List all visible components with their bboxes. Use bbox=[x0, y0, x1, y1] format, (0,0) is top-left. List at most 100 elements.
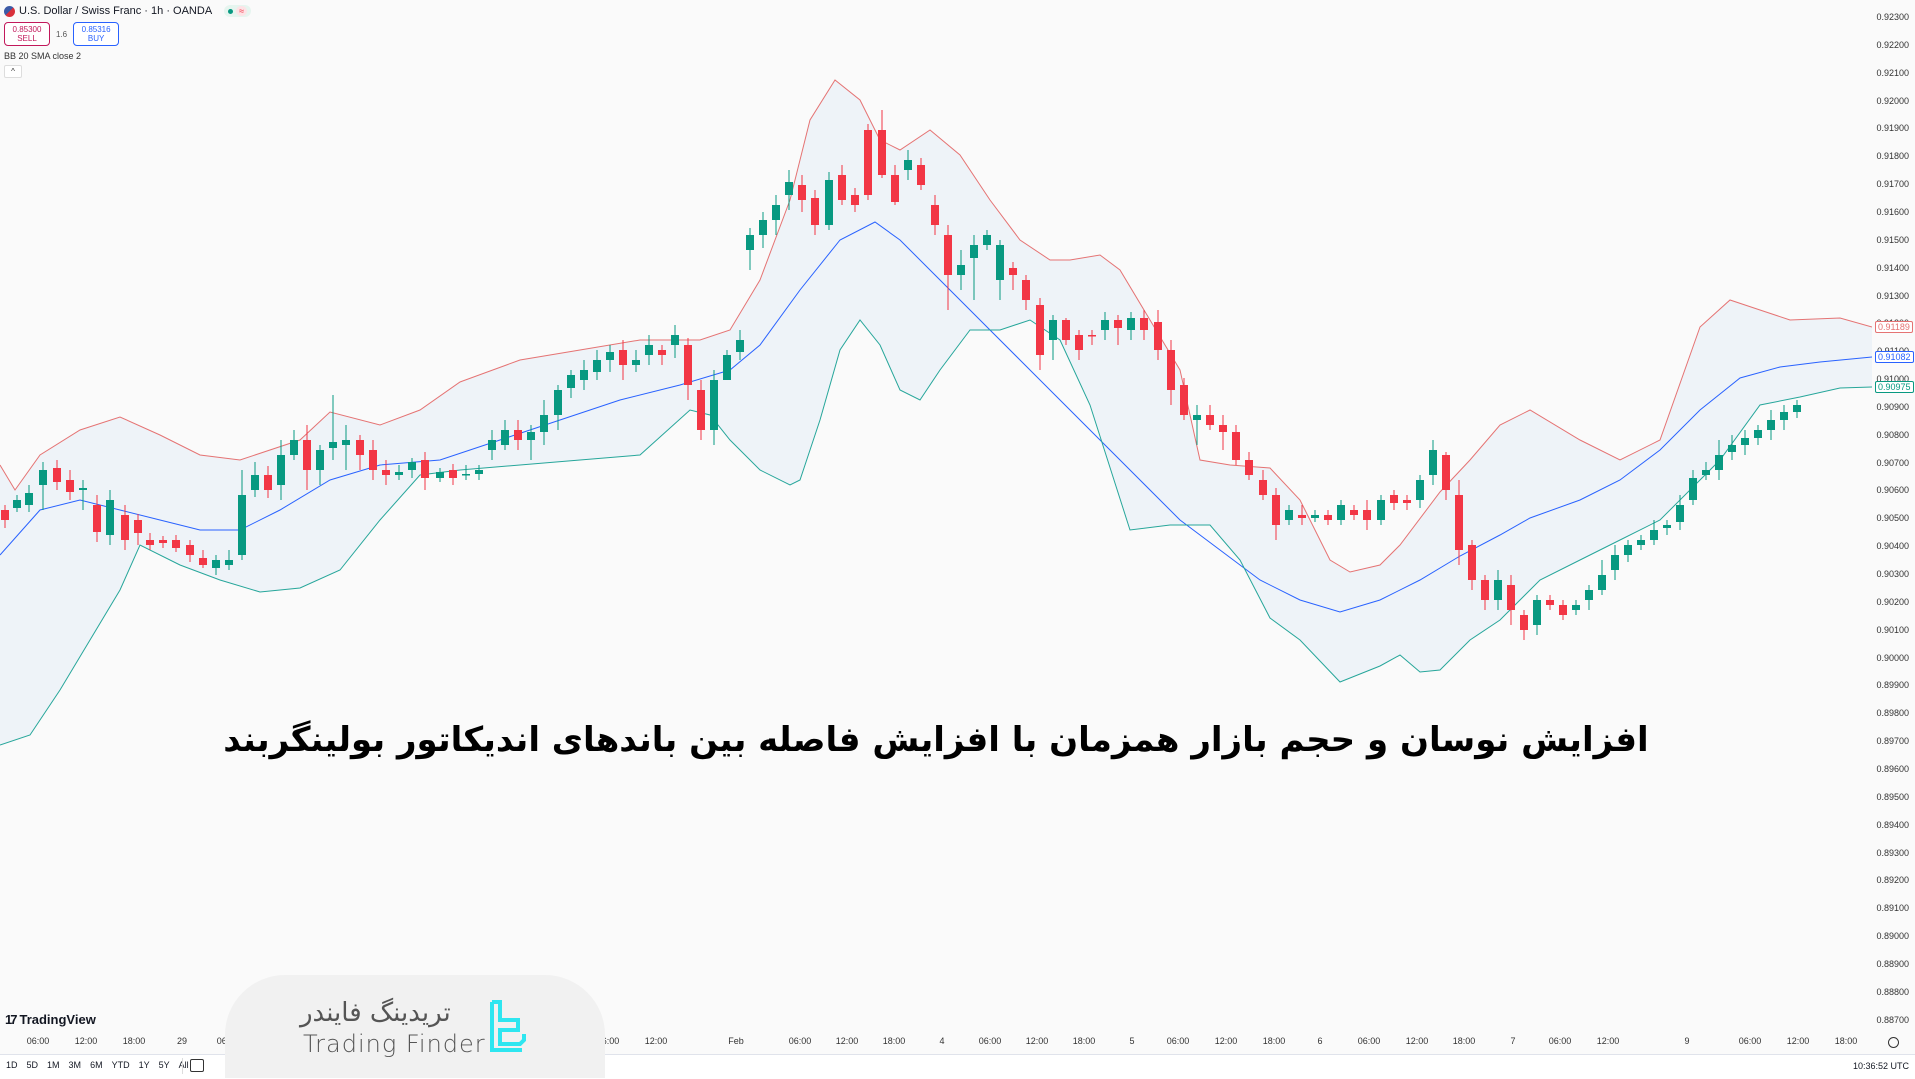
range-all[interactable]: All bbox=[178, 1060, 189, 1070]
candle-body bbox=[66, 480, 74, 492]
candle-body bbox=[1075, 335, 1083, 350]
candle-body bbox=[316, 450, 324, 470]
candle-body bbox=[580, 370, 588, 380]
candle-body bbox=[212, 560, 220, 568]
collapse-legend-button[interactable]: ^ bbox=[4, 65, 22, 78]
range-1m[interactable]: 1M bbox=[47, 1060, 60, 1070]
candle-body bbox=[39, 470, 47, 485]
range-5y[interactable]: 5Y bbox=[158, 1060, 170, 1070]
candle-body bbox=[408, 462, 416, 470]
candle-body bbox=[199, 558, 207, 565]
candle-body bbox=[1468, 545, 1476, 580]
candle-body bbox=[1140, 318, 1148, 330]
candle-body bbox=[1167, 350, 1175, 390]
candle-body bbox=[1442, 455, 1450, 490]
price-tick-label: 0.89400 bbox=[1876, 819, 1909, 830]
range-3m[interactable]: 3M bbox=[68, 1060, 82, 1070]
candle-body bbox=[1350, 510, 1358, 515]
candle-body bbox=[1363, 510, 1371, 520]
candle-body bbox=[1546, 600, 1554, 605]
time-tick-label: 29 bbox=[176, 1036, 188, 1046]
candle-body bbox=[811, 198, 819, 225]
time-tick-label: 06:00 bbox=[1738, 1036, 1762, 1046]
candle-body bbox=[134, 520, 142, 533]
candle-body bbox=[1180, 385, 1188, 415]
symbol-title[interactable]: U.S. Dollar / Swiss Franc · 1h · OANDA bbox=[19, 5, 213, 17]
range-6m[interactable]: 6M bbox=[90, 1060, 103, 1070]
axis-settings-icon[interactable] bbox=[1888, 1037, 1899, 1048]
buy-price: 0.85316 bbox=[81, 25, 111, 34]
sell-button[interactable]: 0.85300 SELL bbox=[4, 22, 50, 46]
candle-body bbox=[1062, 320, 1070, 340]
sell-price: 0.85300 bbox=[12, 25, 42, 34]
go-to-date-icon[interactable] bbox=[190, 1059, 204, 1072]
candle-body bbox=[710, 380, 718, 430]
candle-body bbox=[1728, 445, 1736, 452]
price-tick-label: 0.91000 bbox=[1876, 374, 1909, 385]
candle-body bbox=[723, 355, 731, 380]
candle-body bbox=[488, 440, 496, 450]
price-tick-label: 0.90500 bbox=[1876, 513, 1909, 524]
candle-body bbox=[1245, 460, 1253, 475]
time-tick-label: 18:00 bbox=[1262, 1036, 1286, 1046]
time-tick-label: 06:00 bbox=[978, 1036, 1002, 1046]
lower-band-line bbox=[0, 319, 1872, 746]
clock[interactable]: 10:36:52 UTC bbox=[1852, 1061, 1909, 1071]
price-tick-label: 0.90200 bbox=[1876, 596, 1909, 607]
candle-body bbox=[449, 470, 457, 478]
candle-body bbox=[554, 390, 562, 415]
price-tick-label: 0.90100 bbox=[1876, 624, 1909, 635]
candle-body bbox=[1650, 530, 1658, 540]
candle-body bbox=[1429, 450, 1437, 475]
range-5d[interactable]: 5D bbox=[26, 1060, 39, 1070]
candle-body bbox=[1611, 555, 1619, 570]
candle-body bbox=[1780, 412, 1788, 420]
candle-body bbox=[1676, 505, 1684, 522]
candle-body bbox=[1285, 510, 1293, 520]
candle-body bbox=[931, 205, 939, 225]
candle-body bbox=[658, 350, 666, 355]
market-status-badge[interactable]: ≈ bbox=[224, 5, 252, 17]
candle-body bbox=[342, 440, 350, 445]
candle-body bbox=[1101, 320, 1109, 330]
price-tick-label: 0.90000 bbox=[1876, 652, 1909, 663]
candle-body bbox=[606, 352, 614, 360]
price-tick-label: 0.90400 bbox=[1876, 541, 1909, 552]
indicator-legend[interactable]: BB 20 SMA close 2 bbox=[4, 51, 82, 61]
candle-body bbox=[944, 235, 952, 275]
price-axis[interactable]: 0.92300 0.92200 0.92100 0.92000 0.91900 0.918… bbox=[1872, 0, 1915, 1040]
buy-button[interactable]: 0.85316 BUY bbox=[73, 22, 120, 46]
price-tick-label: 0.91500 bbox=[1876, 234, 1909, 245]
range-ytd[interactable]: YTD bbox=[111, 1060, 130, 1070]
tradingview-mark-icon: 17 bbox=[5, 1012, 18, 1027]
price-tick-label: 0.92000 bbox=[1876, 95, 1909, 106]
candle-body bbox=[146, 540, 154, 545]
watermark-persian-text: تریدینگ فایندر bbox=[300, 998, 451, 1028]
chart-legend: U.S. Dollar / Swiss Franc · 1h · OANDA ≈… bbox=[4, 4, 252, 78]
price-tick-label: 0.92100 bbox=[1876, 67, 1909, 78]
candle-body bbox=[382, 470, 390, 475]
candle-body bbox=[25, 493, 33, 505]
candle-body bbox=[759, 220, 767, 235]
candle-body bbox=[172, 540, 180, 548]
watermark-english-text: Trading Finder bbox=[303, 1030, 486, 1058]
candle-body bbox=[917, 165, 925, 185]
time-tick-label: 12:00 bbox=[1596, 1036, 1620, 1046]
time-tick-label: 12:00 bbox=[835, 1036, 859, 1046]
price-tag: 0.91082 bbox=[1875, 351, 1914, 363]
time-axis[interactable]: 06:00 12:00 18:00 29 06:00 06:00 12:00 Feb 06:00… bbox=[0, 1030, 1872, 1054]
range-1d[interactable]: 1D bbox=[6, 1060, 18, 1070]
price-chart[interactable] bbox=[0, 0, 1872, 1030]
time-tick-label: 12:00 bbox=[644, 1036, 668, 1046]
price-tick-label: 0.89100 bbox=[1876, 903, 1909, 914]
spread-value: 1.6 bbox=[56, 29, 68, 39]
candle-body bbox=[79, 488, 87, 490]
range-1y[interactable]: 1Y bbox=[138, 1060, 150, 1070]
candle-body bbox=[957, 265, 965, 275]
usd-chf-flag-icon bbox=[4, 5, 15, 17]
band-fill bbox=[0, 80, 1872, 745]
price-tick-label: 0.90800 bbox=[1876, 429, 1909, 440]
candle-body bbox=[567, 375, 575, 388]
time-tick-label: 9 bbox=[1684, 1036, 1690, 1046]
tradingview-logo[interactable]: 17 TradingView bbox=[5, 1012, 96, 1027]
